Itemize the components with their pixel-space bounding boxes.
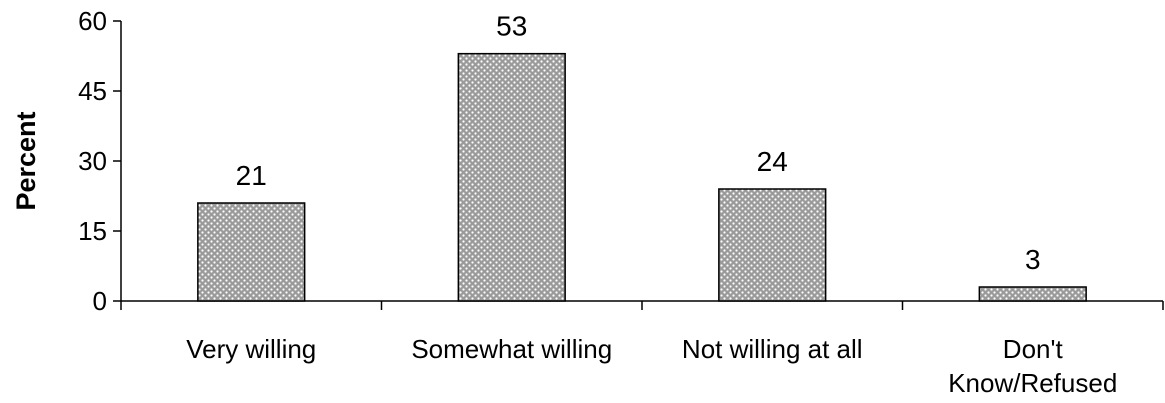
x-category-label: Somewhat willing <box>411 334 612 364</box>
bar <box>978 286 1087 302</box>
x-axis: Very willing Somewhat willing Not willing … <box>120 300 1164 398</box>
x-category-label: Don't Know/Refused <box>948 334 1117 398</box>
y-tick-label: 0 <box>93 286 107 316</box>
bars <box>197 52 1087 302</box>
bar <box>197 202 306 302</box>
bar-value-label: 24 <box>757 146 788 177</box>
bar-value-label: 53 <box>496 11 527 42</box>
y-axis-label: Percent <box>11 111 41 210</box>
x-category-label: Very willing <box>186 334 316 364</box>
x-category-label: Not willing at all <box>682 334 863 364</box>
data-labels: 21 53 24 3 <box>236 11 1041 275</box>
y-tick-label: 30 <box>78 146 107 176</box>
bar-value-label: 21 <box>236 160 267 191</box>
y-tick-label: 45 <box>78 76 107 106</box>
bar-value-label: 3 <box>1025 244 1041 275</box>
y-tick-label: 15 <box>78 216 107 246</box>
y-axis: 0 15 30 45 60 <box>78 6 122 316</box>
bar <box>457 52 566 302</box>
bar <box>718 188 827 302</box>
y-tick-label: 60 <box>78 6 107 36</box>
